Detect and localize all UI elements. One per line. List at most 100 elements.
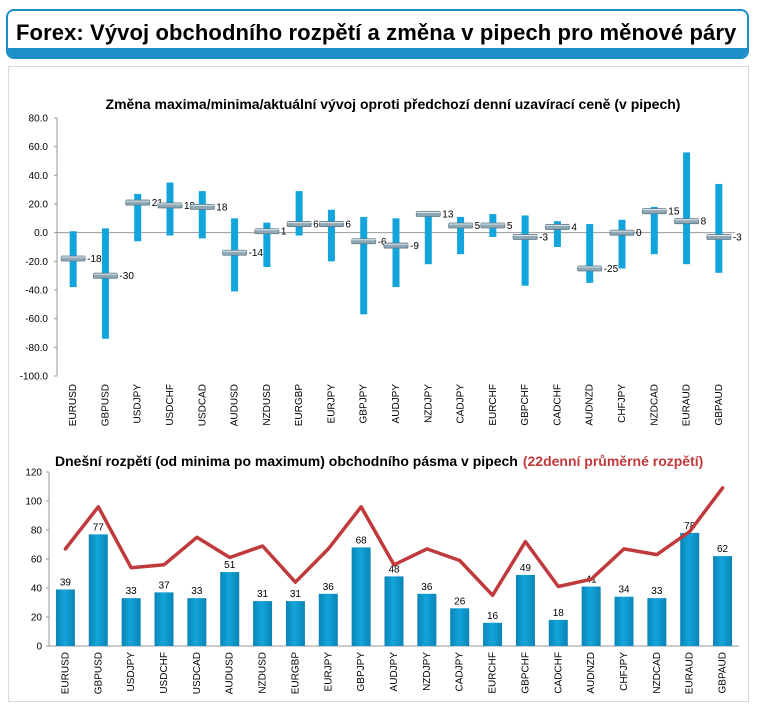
chart2-category-label: CHFJPY (619, 652, 630, 691)
chart2-bar (285, 601, 305, 646)
chart1-range-bar (618, 219, 626, 269)
chart1-y-tick-label: 20.0 (29, 200, 49, 211)
chart1-range-bar (327, 209, 335, 262)
chart1-category-label: USDCHF (165, 384, 176, 426)
chart2-bar (483, 622, 503, 646)
chart2-y-tick-label: 120 (25, 468, 42, 479)
chart2-bar (515, 574, 535, 646)
chart1-value-label: 6 (313, 220, 319, 231)
chart1-y-tick-label: -60.0 (25, 314, 48, 325)
chart2-value-label: 68 (356, 535, 368, 546)
chart1-y-tick-label: 80.0 (29, 114, 49, 125)
chart2-category-label: NZDCAD (652, 652, 663, 694)
chart2-value-label: 77 (93, 522, 105, 533)
chart2-bar (384, 576, 404, 646)
chart1-range-bar (424, 212, 432, 265)
chart1-category-label: CADJPY (456, 384, 467, 424)
chart1-value-label: 15 (668, 207, 680, 218)
chart1-y-tick-label: -80.0 (25, 343, 48, 354)
chart1-value-label: 8 (701, 217, 707, 228)
chart2-bar (680, 532, 700, 646)
chart1-value-label: -18 (87, 254, 102, 265)
chart2-value-label: 31 (290, 589, 302, 600)
chart1-range-bar (521, 215, 529, 286)
chart2-y-tick-label: 100 (25, 497, 42, 508)
chart2-bar (88, 534, 108, 646)
chart2-y-tick-label: 20 (31, 613, 43, 624)
chart1-category-label: EURGBP (294, 384, 305, 427)
chart1-range-bar (360, 216, 368, 315)
chart1-category-label: CADCHF (552, 384, 563, 426)
chart2-category-label: AUDJPY (389, 652, 400, 692)
chart2-bar (614, 596, 634, 646)
chart2-category-label: GBPCHF (520, 652, 531, 694)
chart1-category-label: GBPCHF (520, 384, 531, 426)
chart1-category-label: USDJPY (133, 384, 144, 424)
chart2-value-label: 48 (388, 564, 400, 575)
chart1-value-label: 6 (345, 220, 351, 231)
chart2-y-tick-label: 40 (31, 584, 43, 595)
chart2-value-label: 49 (520, 563, 532, 574)
chart1-range-bar (650, 206, 658, 255)
chart2-bar (220, 572, 240, 646)
chart2-category-label: AUDUSD (225, 652, 236, 694)
chart1-y-tick-label: 40.0 (29, 171, 49, 182)
page-header: Forex: Vývoj obchodního rozpětí a změna … (6, 9, 749, 59)
chart2-y-tick-label: 80 (31, 526, 43, 537)
chart2-bar (647, 598, 667, 646)
chart2-bar (55, 589, 75, 646)
chart1-value-label: 4 (571, 222, 577, 233)
chart1-range-bar (198, 191, 206, 239)
chart1-range-bar (392, 218, 400, 288)
chart2-category-label: EURCHF (488, 652, 499, 694)
chart1-y-tick-label: -40.0 (25, 286, 48, 297)
chart2-bar (318, 593, 338, 646)
chart1-value-label: 21 (152, 198, 164, 209)
chart1-value-label: -25 (604, 264, 619, 275)
chart2-value-label: 78 (684, 521, 696, 532)
chart1-category-label: EURCHF (488, 384, 499, 426)
chart1-range-bar (166, 182, 174, 236)
chart2-bar (154, 592, 174, 646)
chart2-category-label: NZDJPY (422, 652, 433, 691)
chart1-category-label: NZDCAD (649, 384, 660, 426)
chart2-y-tick-label: 60 (31, 555, 43, 566)
chart1-category-label: NZDUSD (262, 384, 273, 426)
chart1-value-label: -3 (539, 232, 548, 243)
chart1-value-label: 18 (216, 202, 228, 213)
chart1-range-bar (457, 216, 465, 255)
chart1-title: Změna maxima/minima/aktuální vývoj oprot… (106, 96, 681, 112)
chart1-y-tick-label: -20.0 (25, 257, 48, 268)
page-title: Forex: Vývoj obchodního rozpětí a změna … (16, 20, 737, 45)
chart1-category-label: NZDJPY (423, 384, 434, 423)
chart1-value-label: 0 (636, 228, 642, 239)
chart2-category-label: EURJPY (323, 652, 334, 692)
chart2-y-tick-label: 0 (36, 642, 42, 653)
chart2-value-label: 36 (323, 582, 335, 593)
chart1-range-bar (295, 191, 303, 236)
chart1-category-label: GBPJPY (359, 384, 370, 424)
chart2-category-label: NZDUSD (258, 652, 269, 694)
chart1-value-label: -14 (249, 248, 264, 259)
chart2-bar (713, 556, 733, 646)
chart1-value-label: -9 (410, 241, 419, 252)
chart2-value-label: 37 (158, 580, 170, 591)
chart2-category-label: EURAUD (685, 652, 696, 694)
chart1-value-label: 5 (507, 221, 513, 232)
chart2-bar (187, 598, 207, 646)
chart1-category-label: GBPAUD (714, 384, 725, 426)
chart1-category-label: USDCAD (197, 384, 208, 426)
chart2-value-label: 18 (553, 608, 565, 619)
chart1-value-label: -3 (733, 232, 742, 243)
chart1-value-label: 19 (184, 201, 196, 212)
chart2-value-label: 16 (487, 611, 499, 622)
chart2-category-label: GBPJPY (356, 652, 367, 692)
chart2-title-average: (22denní průměrné rozpětí) (523, 453, 703, 469)
chart2-category-label: CADJPY (455, 652, 466, 692)
chart1-value-label: 1 (281, 227, 287, 238)
chart1-y-tick-label: 0.0 (34, 228, 48, 239)
chart1-category-label: GBPUSD (100, 384, 111, 426)
chart1-range-bar (101, 228, 109, 339)
chart1-range-bar (715, 183, 723, 273)
chart1-value-label: 5 (475, 221, 481, 232)
